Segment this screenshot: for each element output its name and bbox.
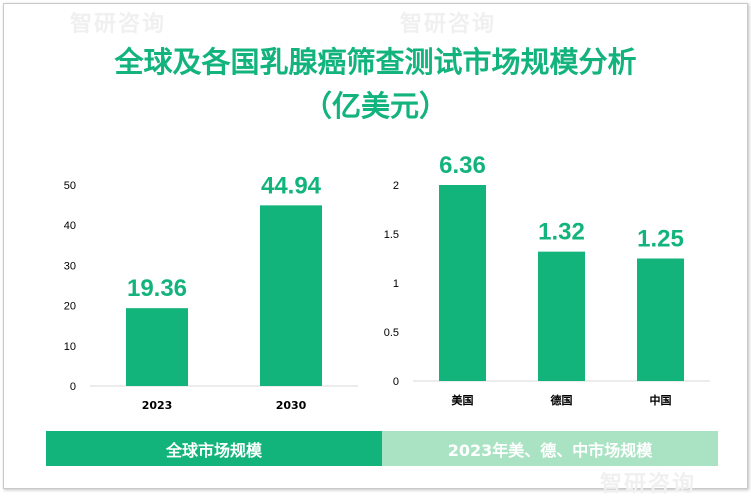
y-tick-label: 20 [64, 301, 76, 313]
bar [260, 205, 322, 386]
chart-title: 全球及各国乳腺癌筛查测试市场规模分析 [114, 45, 637, 79]
y-tick-label: 50 [64, 180, 76, 192]
x-tick-label: 2030 [276, 399, 307, 412]
bar [439, 185, 486, 381]
y-tick-label: 1 [393, 278, 399, 290]
bar [126, 308, 188, 386]
data-label: 44.94 [261, 172, 322, 199]
data-label: 1.32 [538, 219, 585, 246]
bar [538, 251, 585, 381]
data-label: 1.25 [637, 226, 684, 253]
y-tick-label: 1.5 [384, 229, 399, 241]
x-tick-label: 德国 [550, 393, 573, 407]
data-label: 6.36 [439, 152, 486, 179]
footer-global-market: 全球市场规模 [46, 431, 382, 466]
y-tick-label: 10 [64, 341, 76, 353]
y-tick-label: 0 [70, 381, 76, 393]
data-label: 19.36 [127, 275, 187, 302]
chart-subtitle: （亿美元） [302, 89, 448, 123]
watermark: 智研咨询 [70, 12, 167, 37]
chart-frame [3, 3, 748, 489]
watermark: 智研咨询 [400, 12, 497, 37]
y-tick-label: 40 [64, 220, 76, 232]
x-tick-label: 2023 [142, 399, 173, 412]
footer-country-market: 2023年美、德、中市场规模 [382, 431, 718, 466]
y-tick-label: 30 [64, 260, 76, 272]
y-tick-label: 0.5 [384, 327, 399, 339]
y-tick-label: 2 [393, 180, 399, 192]
x-tick-label: 美国 [452, 393, 474, 407]
y-tick-label: 0 [393, 376, 399, 388]
bar [637, 258, 684, 381]
x-tick-label: 中国 [650, 393, 672, 407]
